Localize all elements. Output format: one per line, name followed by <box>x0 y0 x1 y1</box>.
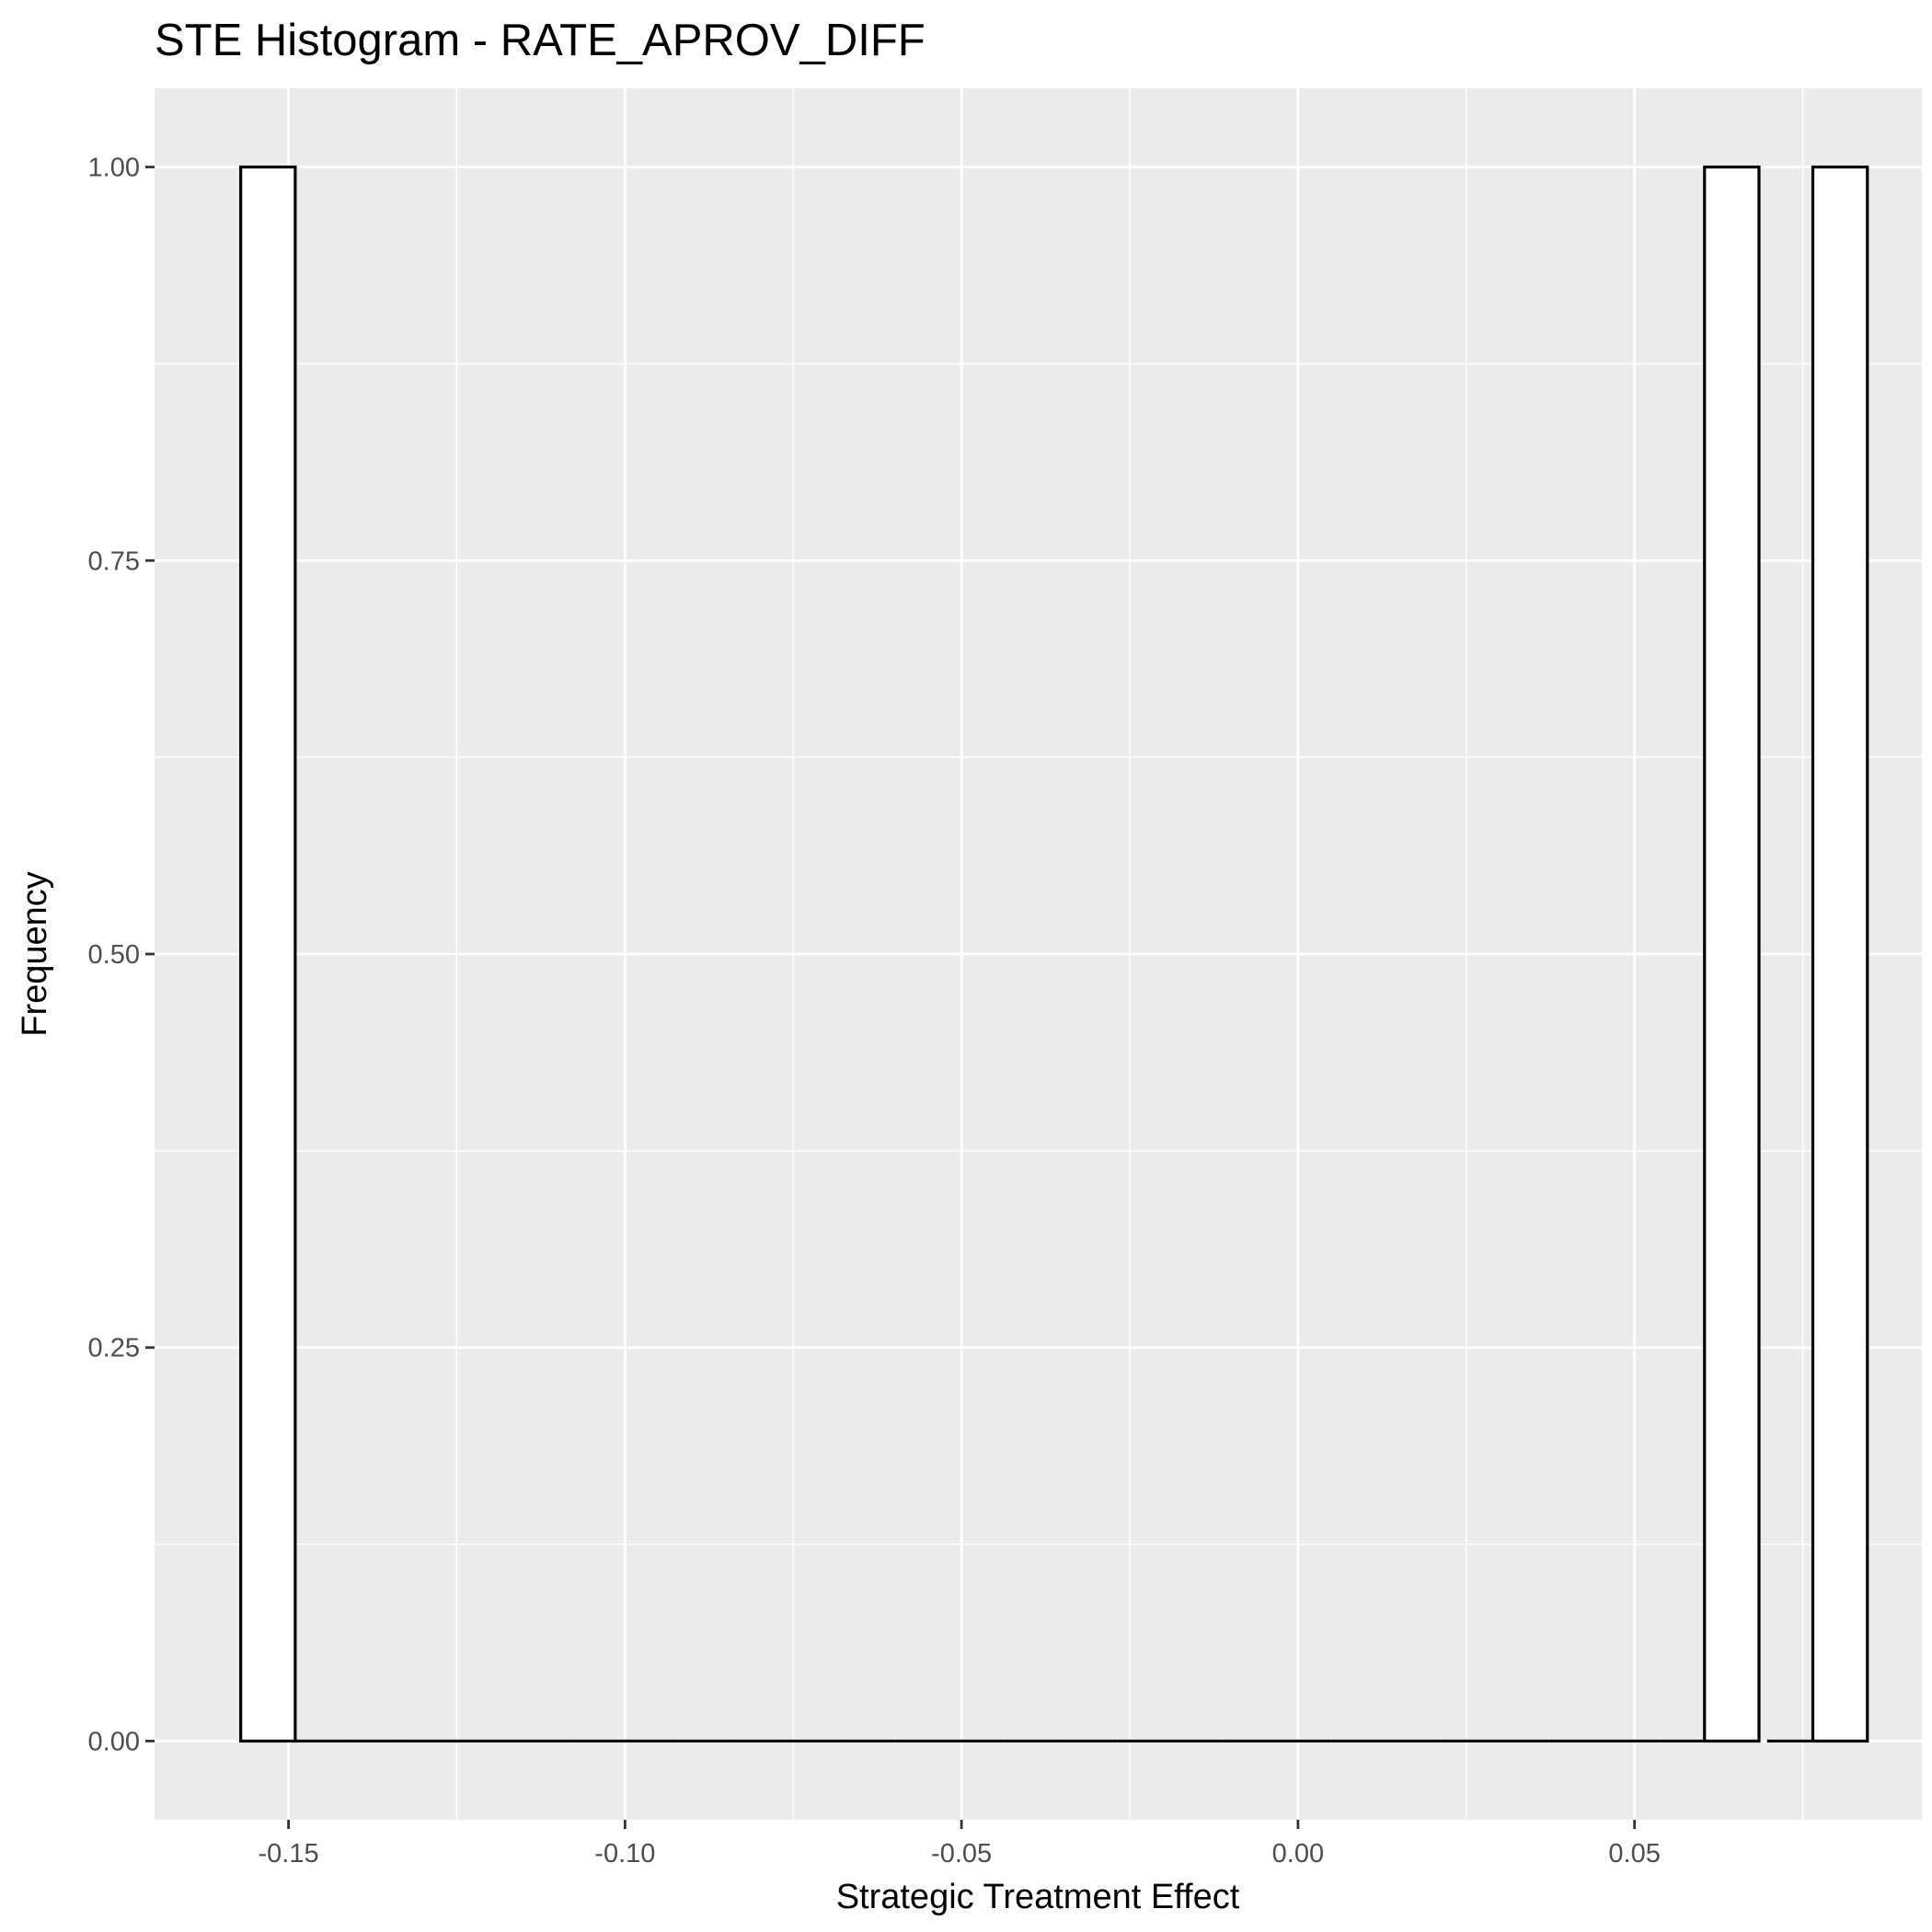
x-axis-title: Strategic Treatment Effect <box>836 1878 1240 1916</box>
x-tick-label: -0.05 <box>931 1839 992 1869</box>
x-axis: -0.15 -0.10 -0.05 0.00 0.05 <box>259 1820 1661 1869</box>
y-tick-label: 0.00 <box>88 1727 140 1756</box>
histogram-bars <box>239 165 1869 1743</box>
y-tick-label: 0.25 <box>88 1334 140 1363</box>
y-tick-label: 0.50 <box>88 940 140 970</box>
x-tick-label: -0.10 <box>594 1839 655 1869</box>
y-axis: 0.00 0.25 0.50 0.75 1.00 <box>88 154 155 1756</box>
histogram-bar-3 <box>1811 165 1869 1743</box>
y-tick-label: 0.75 <box>88 546 140 576</box>
x-tick-label: -0.15 <box>259 1839 319 1869</box>
histogram-bar-2 <box>1703 165 1761 1743</box>
y-axis-title: Frequency <box>16 871 54 1037</box>
x-tick-label: 0.05 <box>1608 1839 1660 1869</box>
y-tick-label: 1.00 <box>88 154 140 183</box>
histogram-bar-1 <box>239 165 297 1743</box>
x-tick-label: 0.00 <box>1272 1839 1324 1869</box>
chart-title: STE Histogram - RATE_APROV_DIFF <box>155 16 926 65</box>
